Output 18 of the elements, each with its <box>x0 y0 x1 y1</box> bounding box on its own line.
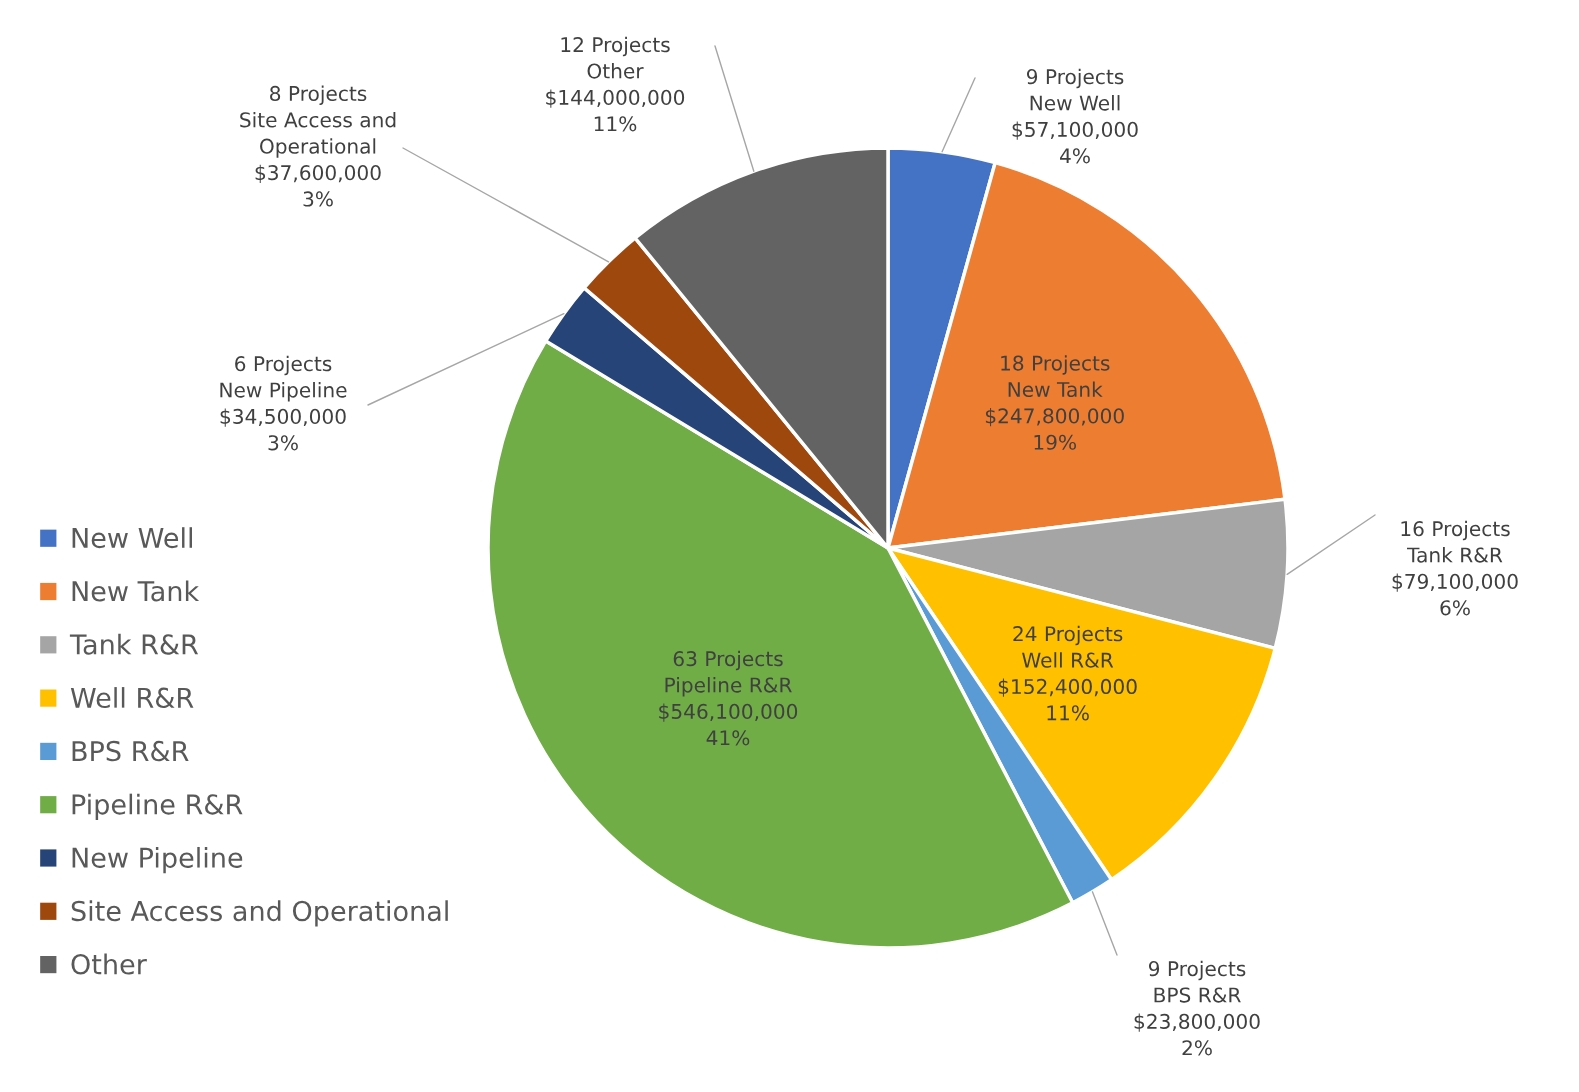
legend-label: New Pipeline <box>72 846 243 874</box>
legend-label: Pipeline R&R <box>72 793 243 820</box>
data-label: 9 Projects BPS R&R $23,800,000 2% <box>1134 960 1260 1056</box>
data-label: 18 Projects New Tank $247,800,000 19% <box>985 355 1124 450</box>
data-label: 16 Projects Tank R&R $79,100,000 6% <box>1392 520 1518 616</box>
data-label: 12 Projects Other $144,000,000 11% <box>546 36 685 132</box>
legend-label: New Well <box>72 527 192 549</box>
legend-label: New Tank <box>72 580 200 602</box>
data-label: 9 Projects New Well $57,100,000 4% <box>1012 68 1138 164</box>
data-label: 24 Projects Well R&R $152,400,000 11% <box>998 625 1137 721</box>
legend-label: Other <box>71 953 147 975</box>
legend-label: BPS R&R <box>72 740 189 762</box>
legend-label: Well R&R <box>70 687 194 709</box>
legend-label: Tank R&R <box>69 633 199 655</box>
data-label: 8 Projects Site Access and Operational $37,600,000 3% <box>240 85 396 207</box>
legend-label: Site Access and Operational <box>71 900 448 927</box>
data-label: 63 Projects Pipeline R&R $546,100,000 41% <box>659 650 798 746</box>
data-label: 6 Projects New Pipeline $34,500,000 3% <box>220 355 347 451</box>
